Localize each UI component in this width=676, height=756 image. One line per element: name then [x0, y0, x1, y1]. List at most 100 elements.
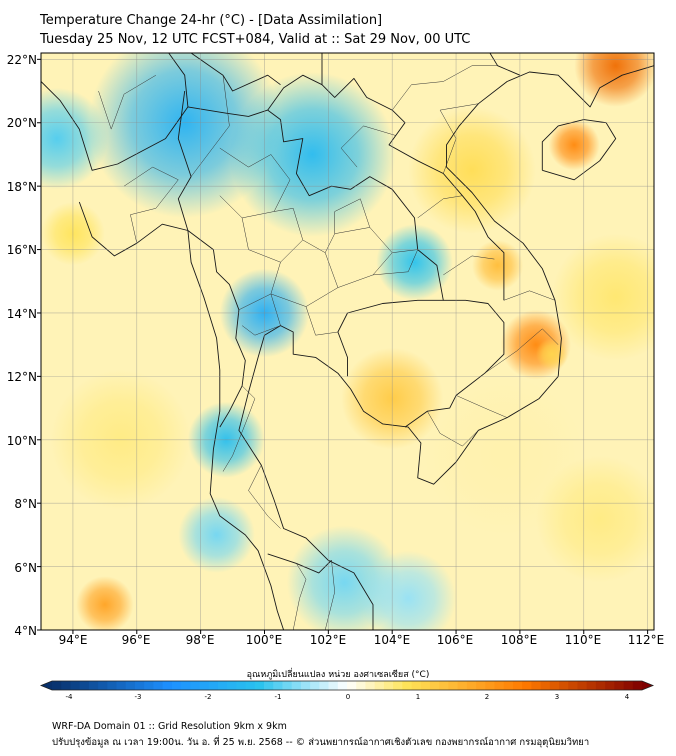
plot-frame	[40, 52, 655, 631]
colorbar-segment	[337, 681, 348, 690]
country-border	[321, 77, 505, 301]
map-title: Temperature Change 24-hr (°C) - [Data As…	[40, 13, 383, 28]
temperature-anomaly	[408, 106, 536, 234]
lon-label: 110°E	[564, 633, 602, 647]
colorbar-segment	[420, 681, 431, 690]
province-border	[455, 395, 508, 418]
temperature-anomaly	[41, 87, 109, 190]
colorbar-segment	[144, 681, 154, 690]
lat-label: 4°N	[14, 624, 37, 638]
colorbar-segment	[476, 681, 486, 690]
coastline	[41, 53, 189, 171]
lat-label: 10°N	[6, 434, 37, 448]
temperature-anomaly	[76, 576, 134, 630]
colorbar-outline	[39, 680, 655, 691]
colorbar-segment	[494, 681, 505, 690]
map-subtitle: Tuesday 25 Nov, 12 UTC FCST+084, Valid a…	[40, 32, 471, 47]
colorbar-segment	[199, 681, 210, 690]
colorbar-segment	[540, 681, 551, 690]
lat-label: 14°N	[6, 307, 37, 321]
colorbar-segment	[264, 681, 274, 690]
colorbar-segment	[466, 681, 477, 690]
colorbar-segment	[70, 681, 81, 690]
province-border	[98, 74, 157, 130]
country-border	[267, 53, 323, 111]
country-border	[322, 53, 521, 76]
colorbar-segment	[319, 681, 329, 690]
colorbar-segment	[328, 681, 339, 690]
colorbar-segment	[559, 681, 569, 690]
province-border	[372, 249, 418, 276]
update-credit: ปรับปรุงข้อมูล ณ เวลา 19:00น. วัน อ. ที่…	[52, 737, 590, 748]
temperature-anomaly	[551, 233, 654, 361]
colorbar-segment	[254, 681, 265, 690]
colorbar-segment	[595, 681, 606, 690]
colorbar-tick-label: -3	[134, 693, 142, 701]
colorbar-segment	[107, 681, 117, 690]
province-border	[270, 239, 339, 307]
country-border	[187, 230, 246, 428]
colorbar-segment	[605, 681, 615, 690]
lon-label: 98°E	[185, 633, 215, 647]
colorbar-tick-label: 3	[554, 693, 560, 701]
lat-label: 16°N	[6, 243, 37, 257]
country-border	[190, 53, 281, 92]
lat-label: 22°N	[6, 53, 37, 67]
lat-label: 18°N	[6, 180, 37, 194]
colorbar-segment	[365, 681, 376, 690]
colorbar-tick-label: 0	[345, 693, 351, 701]
colorbar-segment	[503, 681, 514, 690]
country-border	[404, 299, 505, 428]
colorbar-segment	[393, 681, 403, 690]
colorbar-segment	[586, 681, 597, 690]
temperature-anomaly	[472, 240, 524, 291]
colorbar-segment	[273, 681, 283, 690]
colorbar-segment	[429, 681, 440, 690]
colorbar-segment	[374, 681, 385, 690]
colorbar-tick-label: 1	[415, 693, 421, 701]
colorbar-segment	[347, 681, 357, 690]
province-border	[305, 306, 338, 336]
colorbar-segment	[623, 681, 634, 690]
colorbar-segment	[153, 681, 164, 690]
colorbar-segment	[632, 681, 643, 690]
colorbar-tick-label: 2	[484, 693, 490, 701]
colorbar-segment	[310, 681, 320, 690]
colorbar-segment	[88, 681, 99, 690]
lon-label: 106°E	[436, 633, 474, 647]
province-border	[241, 208, 304, 263]
colorbar-segment	[411, 681, 422, 690]
colorbar-max-extension	[642, 681, 653, 690]
colorbar-segment	[52, 681, 62, 690]
colorbar-segment	[282, 681, 293, 690]
temperature-anomaly	[178, 496, 255, 573]
model-info: WRF-DA Domain 01 :: Grid Resolution 9km …	[52, 721, 287, 732]
province-border	[292, 563, 307, 630]
province-border	[503, 290, 556, 301]
colorbar-segment	[448, 681, 459, 690]
lon-label: 100°E	[245, 633, 283, 647]
colorbar-tick-label: -1	[274, 693, 282, 701]
country-border	[187, 106, 444, 377]
lat-label: 6°N	[14, 561, 37, 575]
province-border	[222, 385, 256, 472]
colorbar-segment	[227, 681, 237, 690]
province-border	[123, 166, 179, 244]
colorbar-segment	[125, 681, 136, 690]
colorbar-segment	[116, 681, 127, 690]
colorbar-tick-label: -4	[65, 693, 73, 701]
colorbar-segment	[300, 681, 311, 690]
province-border	[324, 227, 393, 288]
colorbar-segment	[190, 681, 200, 690]
lon-label: 102°E	[309, 633, 347, 647]
colorbar-segment	[98, 681, 108, 690]
colorbar-segment	[614, 681, 624, 690]
colorbar-segment	[457, 681, 468, 690]
province-border	[334, 198, 371, 234]
temperature-anomaly	[535, 455, 654, 583]
colorbar-segment	[217, 681, 228, 690]
province-border	[190, 75, 230, 177]
colorbar-segment	[134, 681, 145, 690]
lon-label: 104°E	[373, 633, 411, 647]
temperature-anomaly	[229, 72, 396, 237]
